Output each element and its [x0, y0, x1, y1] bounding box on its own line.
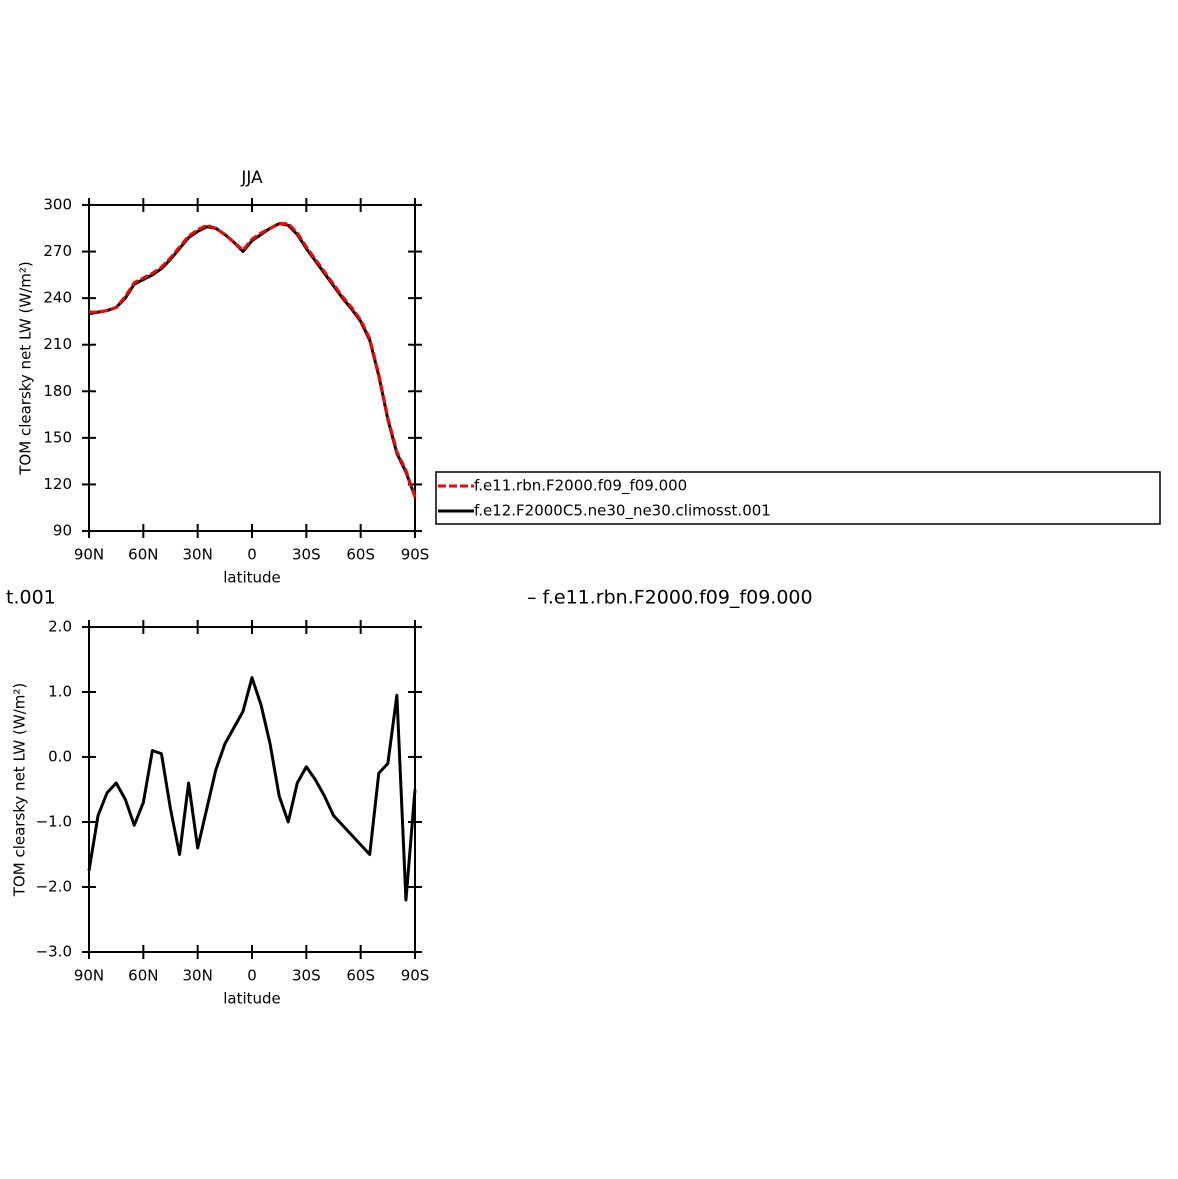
- y-tick-label: −2.0: [36, 878, 72, 896]
- data-line: [89, 222, 417, 498]
- y-axis-label: TOM clearsky net LW (W/m²): [17, 261, 35, 475]
- y-tick-label: −1.0: [36, 813, 72, 831]
- y-tick-label: 210: [43, 335, 72, 353]
- y-tick-label: 150: [43, 428, 72, 446]
- y-tick-label: 300: [43, 196, 72, 214]
- legend-label: f.e12.F2000C5.ne30_ne30.climosst.001: [474, 502, 771, 521]
- y-tick-label: 2.0: [48, 618, 72, 636]
- annotation: – f.e11.rbn.F2000.f09_f09.000: [527, 587, 813, 609]
- y-tick-label: 270: [43, 242, 72, 260]
- data-line: [87, 676, 417, 902]
- x-tick-label: 0: [247, 967, 257, 985]
- y-tick-label: 180: [43, 382, 72, 400]
- x-tick-label: 90N: [74, 546, 104, 564]
- x-tick-label: 30S: [292, 967, 321, 985]
- y-tick-label: 1.0: [48, 683, 72, 701]
- chart-title: JJA: [240, 168, 263, 188]
- y-tick-label: −3.0: [36, 943, 72, 961]
- annotation: t.001: [6, 587, 56, 609]
- x-tick-label: 30N: [183, 546, 213, 564]
- x-tick-label: 90S: [401, 546, 430, 564]
- data-line: [88, 222, 417, 498]
- y-tick-label: 90: [53, 522, 72, 540]
- x-tick-label: 60S: [346, 546, 375, 564]
- x-tick-label: 30N: [183, 967, 213, 985]
- x-tick-label: 90N: [74, 967, 104, 985]
- x-tick-label: 60S: [346, 967, 375, 985]
- plot-frame: [88, 626, 416, 953]
- x-tick-label: 0: [247, 546, 257, 564]
- x-axis-label: latitude: [223, 569, 281, 587]
- x-tick-label: 60N: [128, 967, 158, 985]
- plot-frame: [88, 204, 416, 532]
- y-tick-label: 120: [43, 475, 72, 493]
- y-tick-label: 0.0: [48, 748, 72, 766]
- x-tick-label: 90S: [401, 967, 430, 985]
- x-tick-label: 30S: [292, 546, 321, 564]
- legend-label: f.e11.rbn.F2000.f09_f09.000: [474, 477, 687, 496]
- x-tick-label: 60N: [128, 546, 158, 564]
- x-axis-label: latitude: [223, 990, 281, 1008]
- legend-box: [435, 471, 1161, 525]
- y-tick-label: 240: [43, 289, 72, 307]
- y-axis-label: TOM clearsky net LW (W/m²): [11, 683, 29, 897]
